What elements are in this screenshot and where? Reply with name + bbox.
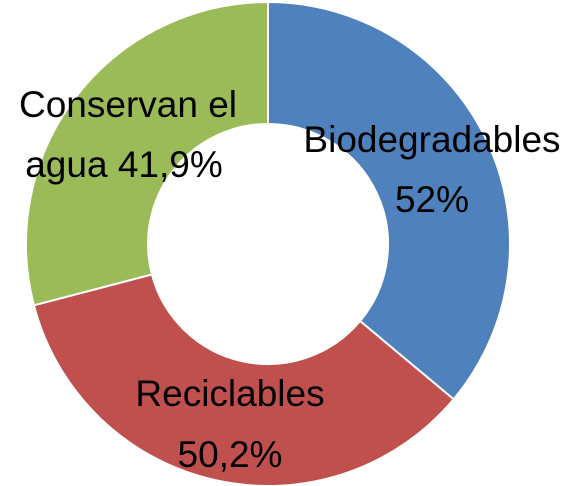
label-biodegradables-name: Biodegradables	[303, 119, 560, 160]
slice-conservan-el-agua	[25, 0, 269, 307]
label-reciclables-name: Reciclables	[135, 373, 324, 414]
label-conservan-name: Conservan el	[19, 84, 237, 125]
donut-slices	[25, 0, 511, 486]
slice-reciclables	[32, 273, 456, 486]
label-biodegradables-value: 52%	[395, 179, 469, 220]
slice-biodegradables	[267, 0, 511, 401]
label-conservan-value: agua 41,9%	[25, 144, 223, 185]
label-reciclables-value: 50,2%	[178, 434, 283, 475]
